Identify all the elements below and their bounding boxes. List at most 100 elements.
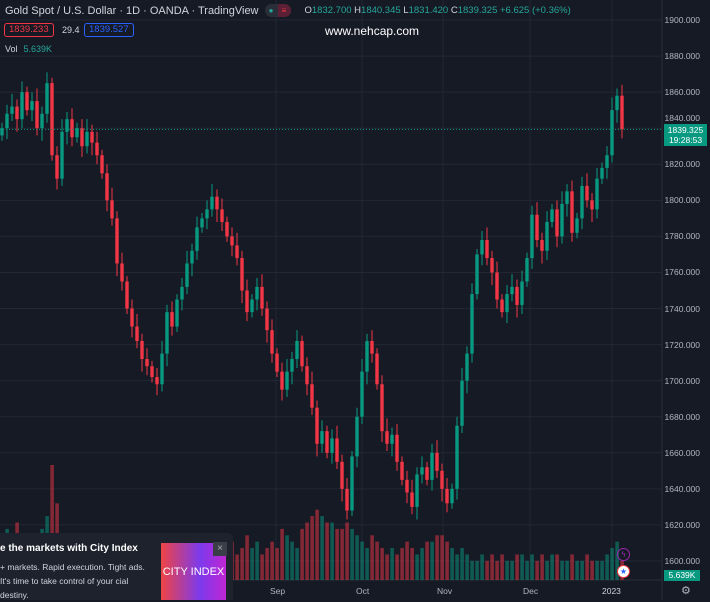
volume-bar [530, 554, 534, 580]
volume-bar [435, 535, 439, 580]
candle-body [185, 263, 189, 287]
volume-bar [300, 528, 304, 580]
us-flag-event-icon[interactable]: ★ [617, 565, 630, 578]
symbol-header: Gold Spot / U.S. Dollar · 1D · OANDA · T… [5, 4, 571, 17]
volume-bar [610, 548, 614, 580]
candle-body [220, 209, 224, 222]
price-tick-label: 1740.000 [664, 303, 700, 314]
candle-body [395, 434, 399, 462]
candle-body [110, 200, 114, 219]
candle-body [580, 185, 584, 219]
volume-bar [315, 509, 319, 580]
volume-bar [520, 554, 524, 580]
volume-bar [480, 554, 484, 580]
volume-bar [265, 548, 269, 580]
price-tick-label: 1700.000 [664, 375, 700, 386]
candle-body [355, 416, 359, 457]
candle-body [450, 488, 454, 504]
candle-body [555, 209, 559, 237]
volume-bar [365, 548, 369, 580]
candle-body [320, 431, 324, 444]
volume-bar [565, 560, 569, 580]
symbol-title[interactable]: Gold Spot / U.S. Dollar · 1D · OANDA · T… [5, 4, 259, 17]
price-tick-label: 1760.000 [664, 267, 700, 278]
candle-body [315, 407, 319, 444]
ad-banner[interactable]: e the markets with City Index + markets.… [0, 533, 233, 600]
candle-body [460, 380, 464, 426]
candle-body [300, 340, 304, 367]
candle-body [605, 155, 609, 168]
candle-body [535, 214, 539, 241]
volume-bar [505, 560, 509, 580]
candle-body [115, 218, 119, 264]
candle-body [85, 131, 89, 147]
candle-body [550, 209, 554, 222]
candle-body [130, 308, 134, 327]
volume-bar [560, 560, 564, 580]
volume-bar [575, 560, 579, 580]
time-label-dec: Dec [523, 586, 539, 596]
volume-bar [310, 516, 314, 580]
ohlc-readout: O1832.700 H1840.345 L1831.420 C1839.325 … [304, 5, 571, 16]
settings-gear-icon[interactable]: ⚙ [681, 585, 691, 597]
market-status-toggle[interactable]: ● ≡ [264, 4, 291, 17]
volume-bar [425, 541, 429, 580]
time-label-nov: Nov [437, 586, 453, 596]
volume-bar [535, 560, 539, 580]
candle-body [385, 431, 389, 444]
candle-body [295, 340, 299, 360]
price-tick-label: 1680.000 [664, 411, 700, 422]
volume-bar [395, 554, 399, 580]
candle-body [230, 236, 234, 246]
candle-body [265, 308, 269, 331]
watermark: www.nehcap.com [325, 24, 420, 38]
candle-body [585, 185, 589, 201]
candle-body [425, 467, 429, 480]
candle-body [410, 492, 414, 507]
candle-body [365, 340, 369, 372]
candle-body [345, 488, 349, 511]
candle-body [125, 281, 129, 309]
price-tick-label: 1780.000 [664, 231, 700, 242]
candle-body [165, 312, 169, 354]
volume-bar [430, 541, 434, 580]
volume-bar [580, 560, 584, 580]
volume-bar [285, 535, 289, 580]
candle-body [475, 254, 479, 295]
volume-bar [400, 548, 404, 580]
menu-icon: ≡ [277, 4, 291, 17]
candle-body [155, 377, 159, 385]
candle-body [280, 371, 284, 390]
candle-body [10, 106, 14, 114]
candle-body [260, 286, 264, 309]
buy-price-button[interactable]: 1839.527 [84, 23, 134, 37]
volume-bar [450, 548, 454, 580]
candle-body [25, 92, 29, 111]
volume-bar [270, 541, 274, 580]
time-label-oct: Oct [356, 586, 370, 596]
candle-body [45, 83, 49, 114]
candle-body [170, 312, 174, 327]
candle-body [50, 83, 54, 156]
ad-close-button[interactable]: × [213, 542, 227, 556]
candle-body [120, 263, 124, 282]
candle-body [350, 456, 354, 511]
sell-price-button[interactable]: 1839.233 [4, 23, 54, 37]
volume-bar [245, 535, 249, 580]
candle-body [420, 467, 424, 475]
candle-body [505, 294, 509, 313]
candle-body [105, 173, 109, 201]
volume-bar [390, 548, 394, 580]
volume-bar [295, 548, 299, 580]
candle-body [565, 191, 569, 204]
candle-body [515, 286, 519, 305]
candle-body [40, 113, 44, 129]
volume-bar [540, 554, 544, 580]
candle-body [35, 101, 39, 129]
candle-body [290, 359, 294, 372]
lightning-event-icon[interactable]: ϟ [617, 548, 630, 561]
candle-body [530, 214, 534, 259]
ad-headline: e the markets with City Index [0, 543, 138, 554]
volume-bar [460, 548, 464, 580]
